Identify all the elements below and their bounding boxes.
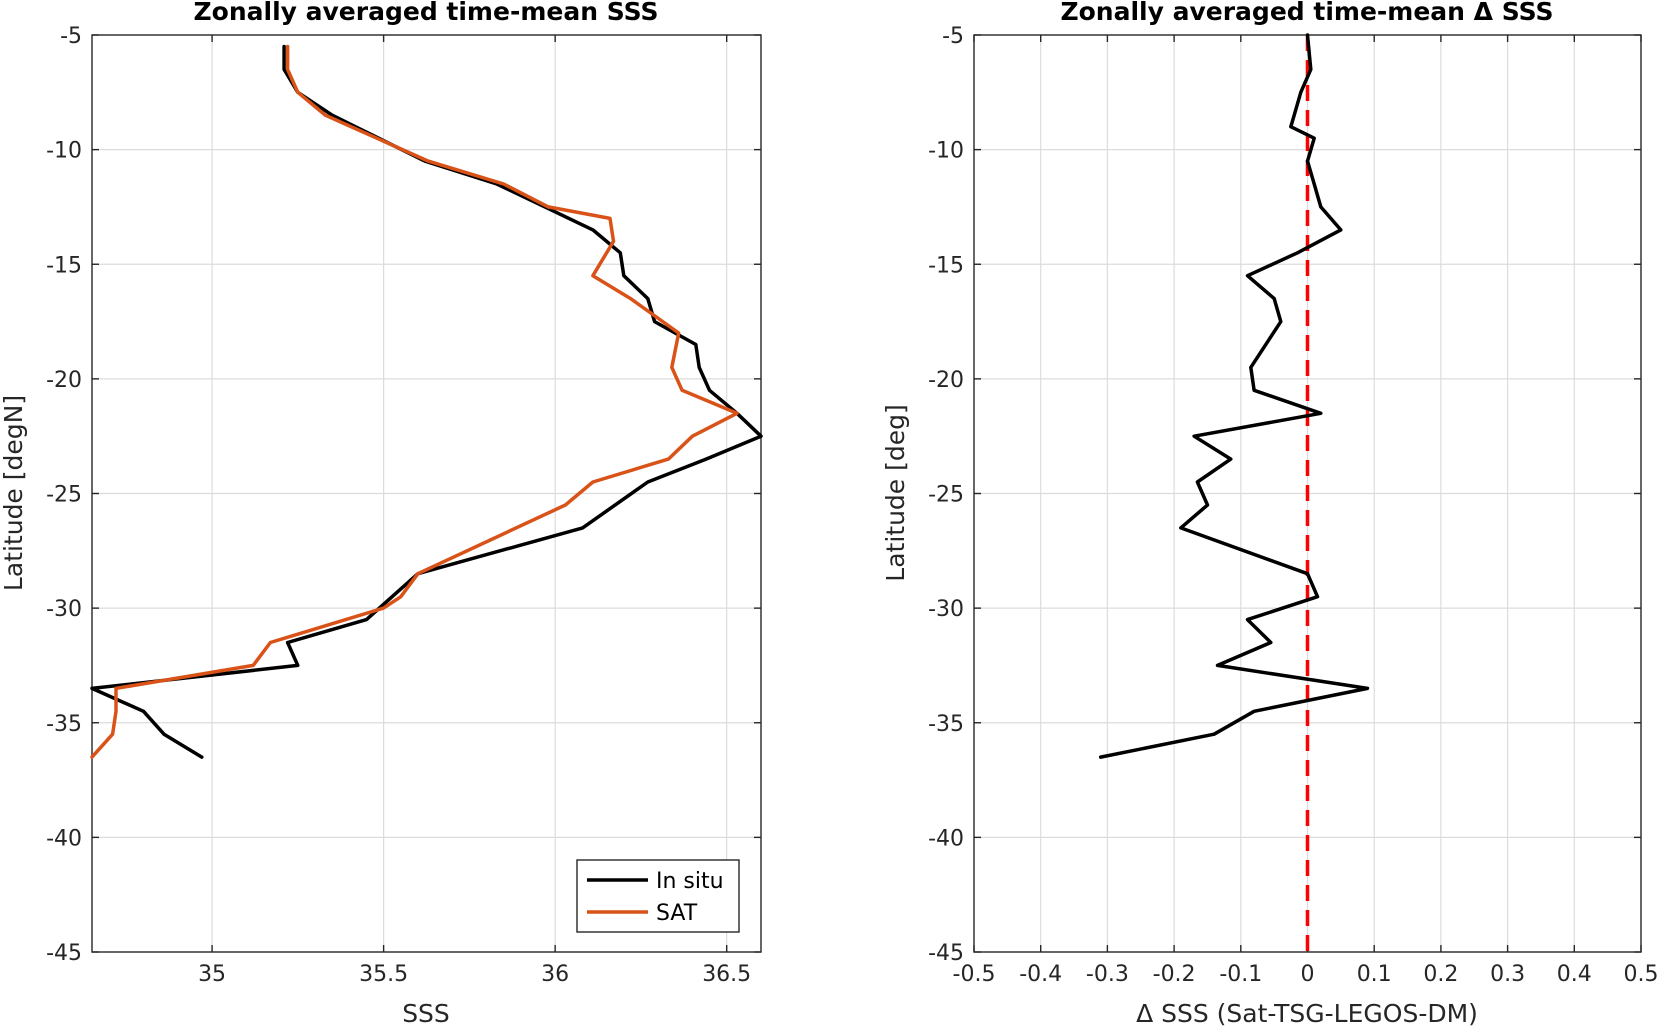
delta-sss-x-tick-label: 0.4 [1557, 962, 1592, 987]
sss-y-tick-label: -20 [46, 368, 82, 393]
delta-sss-chart-title: Zonally averaged time-mean Δ SSS [1061, 0, 1554, 26]
delta-sss-series-line-delta [1098, 33, 1370, 759]
delta-sss-x-axis-label: Δ SSS (Sat-TSG-LEGOS-DM) [1136, 999, 1478, 1026]
sss-panel: 35 35.5 36 36.5 -45 -40 -35 -30 -25 -20 -15 -10 -5 Z… [0, 0, 763, 1026]
sss-lines [90, 44, 763, 759]
sss-y-axis-label: Latitude [degN] [0, 395, 28, 591]
delta-sss-x-tick-label: -0.5 [953, 962, 996, 987]
delta-sss-lines [1098, 33, 1370, 952]
sss-y-tick-label: -10 [46, 139, 82, 164]
delta-sss-x-tick-label: 0.5 [1624, 962, 1659, 987]
delta-sss-y-tick-label: -25 [928, 483, 964, 508]
sss-x-axis-label: SSS [402, 999, 450, 1026]
sss-y-tick-label: -40 [46, 826, 82, 851]
delta-sss-y-tick-label: -5 [942, 24, 964, 49]
sss-x-tick-label: 36.5 [702, 962, 751, 987]
delta-sss-y-tick-label: -40 [928, 826, 964, 851]
sss-y-tick-label: -35 [46, 712, 82, 737]
legend-label-in-situ: In situ [656, 869, 724, 894]
delta-sss-y-tick-label: -10 [928, 139, 964, 164]
sss-y-tick-label: -25 [46, 483, 82, 508]
delta-sss-y-tick-label: -15 [928, 253, 964, 278]
delta-sss-panel: -0.5 -0.4 -0.3 -0.2 -0.1 0 0.1 0.2 0.3 0.4 0.5 -45 -… [881, 0, 1659, 1026]
legend: In situ SAT [576, 859, 740, 933]
delta-sss-y-axis-label: Latitude [deg] [881, 404, 910, 581]
sss-y-tick-label: -45 [46, 941, 82, 966]
delta-sss-x-tick-label: -0.3 [1086, 962, 1129, 987]
sss-x-tick-label: 36 [541, 962, 569, 987]
delta-sss-x-tick-label: 0.3 [1490, 962, 1525, 987]
sss-x-tick-label: 35.5 [359, 962, 408, 987]
delta-sss-x-tick-label: -0.4 [1019, 962, 1062, 987]
delta-sss-y-tick-label: -35 [928, 712, 964, 737]
delta-sss-y-tick-label: -20 [928, 368, 964, 393]
delta-sss-ticks: -0.5 -0.4 -0.3 -0.2 -0.1 0 0.1 0.2 0.3 0.4 0.5 -45 -… [928, 24, 1658, 987]
sss-y-tick-label: -30 [46, 597, 82, 622]
legend-label-sat: SAT [656, 901, 698, 926]
sss-chart-title: Zonally averaged time-mean SSS [194, 0, 659, 26]
delta-sss-x-tick-label: -0.1 [1219, 962, 1262, 987]
sss-series-line-sat [90, 44, 739, 759]
delta-sss-x-tick-label: 0.2 [1423, 962, 1458, 987]
delta-sss-x-tick-label: -0.2 [1153, 962, 1196, 987]
legend-box [576, 859, 740, 933]
sss-grid [92, 35, 761, 952]
delta-sss-x-tick-label: 0 [1301, 962, 1315, 987]
delta-sss-x-tick-label: 0.1 [1357, 962, 1392, 987]
delta-sss-y-tick-label: -30 [928, 597, 964, 622]
sss-ticks: 35 35.5 36 36.5 -45 -40 -35 -30 -25 -20 -15 -10 -5 [46, 24, 761, 987]
delta-sss-y-tick-label: -45 [928, 941, 964, 966]
sss-y-tick-label: -15 [46, 253, 82, 278]
sss-y-tick-label: -5 [60, 24, 82, 49]
sss-x-tick-label: 35 [198, 962, 226, 987]
sss-series-line-in-situ [90, 44, 763, 759]
